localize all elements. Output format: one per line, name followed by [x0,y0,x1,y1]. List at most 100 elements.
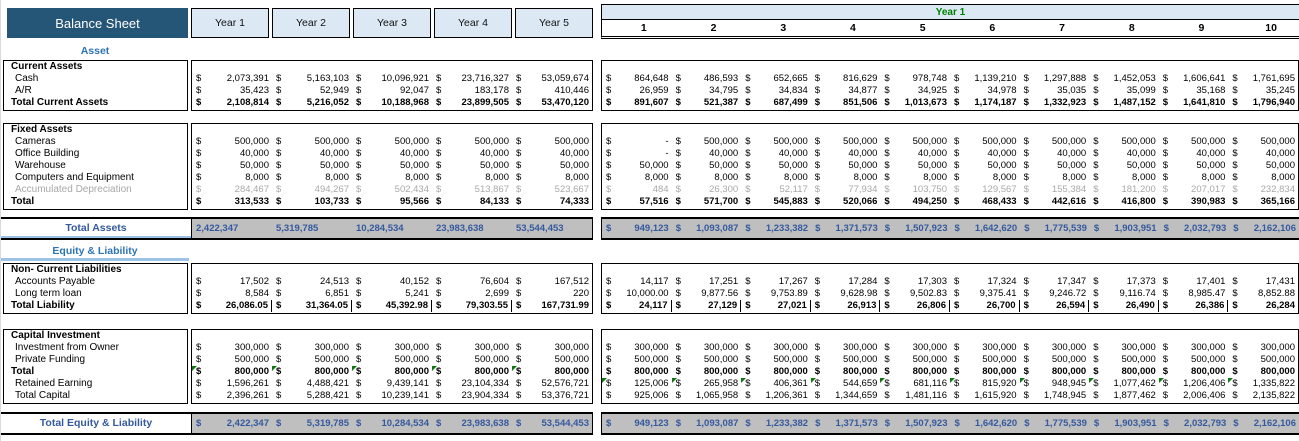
value-cell[interactable]: $925,006 [602,390,672,402]
value-cell[interactable]: $9,439,141 [352,378,432,390]
value-cell[interactable]: $50,000 [1089,160,1159,172]
value-cell[interactable]: $207,017 [1159,184,1229,196]
value-cell[interactable]: $1,903,951 [1090,414,1160,433]
value-cell[interactable]: $1,775,539 [1020,219,1090,238]
value-cell[interactable]: 23,983,638 [432,219,512,238]
month-header-cell[interactable]: 8 [1128,22,1135,34]
value-cell[interactable]: $1,233,382 [741,219,811,238]
value-cell[interactable]: $2,108,814 [192,97,272,109]
value-cell[interactable]: $891,607 [602,97,672,109]
value-cell[interactable]: $8,000 [1228,172,1298,184]
value-cell[interactable]: $8,000 [880,172,950,184]
value-cell[interactable]: $500,000 [272,354,352,366]
value-cell[interactable]: $35,099 [1089,85,1159,97]
value-cell[interactable]: $300,000 [352,342,432,354]
value-cell[interactable]: $486,593 [672,73,742,85]
value-cell[interactable]: $800,000 [1228,366,1298,378]
value-cell[interactable]: $53,376,721 [512,390,592,402]
year-header-cell[interactable]: Year 1 [191,8,269,38]
row-label-warehouse[interactable]: Warehouse [15,160,66,171]
value-cell[interactable]: $17,324 [950,276,1020,288]
value-cell[interactable]: $8,000 [1159,172,1229,184]
row-label-total-liability[interactable]: Total Liability [11,300,75,311]
value-cell[interactable]: $103,750 [880,184,950,196]
value-cell[interactable]: $468,433 [950,196,1020,208]
value-cell[interactable]: $183,178 [432,85,512,97]
value-cell[interactable]: $40,000 [1020,148,1090,160]
value-cell[interactable]: $500,000 [602,354,672,366]
value-cell[interactable]: $50,000 [1228,160,1298,172]
value-cell[interactable]: $442,616 [1020,196,1090,208]
value-cell[interactable]: $23,983,638 [432,414,512,433]
value-cell[interactable]: $220 [512,288,592,300]
value-cell[interactable]: $5,241 [352,288,432,300]
value-cell[interactable]: $50,000 [741,160,811,172]
value-cell[interactable]: $1,093,087 [672,414,742,433]
value-cell[interactable]: $9,375.41 [950,288,1020,300]
value-cell[interactable]: $9,753.89 [741,288,811,300]
value-cell[interactable]: $ - [602,148,672,160]
value-cell[interactable]: $1,748,945 [1020,390,1090,402]
value-cell[interactable]: $50,000 [272,160,352,172]
value-cell[interactable]: $34,795 [672,85,742,97]
value-cell[interactable]: $300,000 [672,342,742,354]
value-cell[interactable]: $17,251 [672,276,742,288]
value-cell[interactable]: $9,246.72 [1020,288,1090,300]
value-cell[interactable]: $687,499 [741,97,811,109]
value-cell[interactable]: $416,800 [1089,196,1159,208]
value-cell[interactable]: $40,000 [1159,148,1229,160]
value-cell[interactable]: $500,000 [741,354,811,366]
value-cell[interactable]: $232,834 [1228,184,1298,196]
value-cell[interactable]: $2,032,793 [1160,414,1230,433]
value-cell[interactable]: $500,000 [1159,354,1229,366]
value-cell[interactable]: $500,000 [672,354,742,366]
value-cell[interactable]: $681,116 [880,378,950,390]
value-cell[interactable]: $35,245 [1228,85,1298,97]
value-cell[interactable]: $500,000 [352,136,432,148]
value-cell[interactable]: $300,000 [950,342,1020,354]
value-cell[interactable]: $50,000 [950,160,1020,172]
row-label-fixed-assets[interactable]: Fixed Assets [11,124,73,135]
value-cell[interactable]: $300,000 [741,342,811,354]
value-cell[interactable]: $500,000 [272,136,352,148]
value-cell[interactable]: $57,516 [602,196,672,208]
value-cell[interactable]: $40,000 [512,148,592,160]
value-cell[interactable]: $6,851 [272,288,352,300]
month-header-cell[interactable]: 4 [850,22,856,34]
value-cell[interactable]: $50,000 [512,160,592,172]
row-label-total[interactable]: Total [11,196,35,207]
value-cell[interactable]: $92,047 [352,85,432,97]
value-cell[interactable]: $1,297,888 [1020,73,1090,85]
value-cell[interactable]: $300,000 [880,342,950,354]
value-cell[interactable]: $265,958 [671,378,742,390]
value-cell[interactable]: $27,129 [672,300,742,312]
value-cell[interactable]: $8,852.88 [1228,288,1298,300]
value-cell[interactable]: $40,000 [352,148,432,160]
value-cell[interactable]: $8,000 [432,172,512,184]
row-label-non-current-liabilities[interactable]: Non- Current Liabilities [11,264,122,275]
value-cell[interactable]: $800,000 [672,366,742,378]
value-cell[interactable]: $652,665 [741,73,811,85]
value-cell[interactable]: $1,877,462 [1089,390,1159,402]
value-cell[interactable]: $8,985.47 [1159,288,1229,300]
value-cell[interactable]: $26,284 [1228,300,1298,312]
row-label-total-equity-liability[interactable]: Total Equity & Liability [39,417,153,429]
value-cell[interactable]: $1,507,923 [881,414,951,433]
row-label-total-assets[interactable]: Total Assets [1,219,191,238]
value-cell[interactable]: $167,731.99 [512,300,592,312]
value-cell[interactable]: $181,200 [1089,184,1159,196]
value-cell[interactable]: $1,371,573 [811,219,881,238]
row-label-total[interactable]: Total [11,366,35,377]
row-label-long-term-loan[interactable]: Long term loan [15,288,82,299]
value-cell[interactable]: $1,481,116 [880,390,950,402]
value-cell[interactable]: $800,000 [1020,366,1090,378]
value-cell[interactable]: $53,544,453 [512,414,592,433]
value-cell[interactable]: $500,000 [950,354,1020,366]
value-cell[interactable]: $1,013,673 [880,97,950,109]
value-cell[interactable]: $167,512 [512,276,592,288]
value-cell[interactable]: $816,629 [811,73,881,85]
value-cell[interactable]: $17,502 [192,276,272,288]
row-label-investment-from-owner[interactable]: Investment from Owner [15,342,119,353]
value-cell[interactable]: $500,000 [880,136,950,148]
value-cell[interactable]: $45,392.98 [352,300,432,312]
